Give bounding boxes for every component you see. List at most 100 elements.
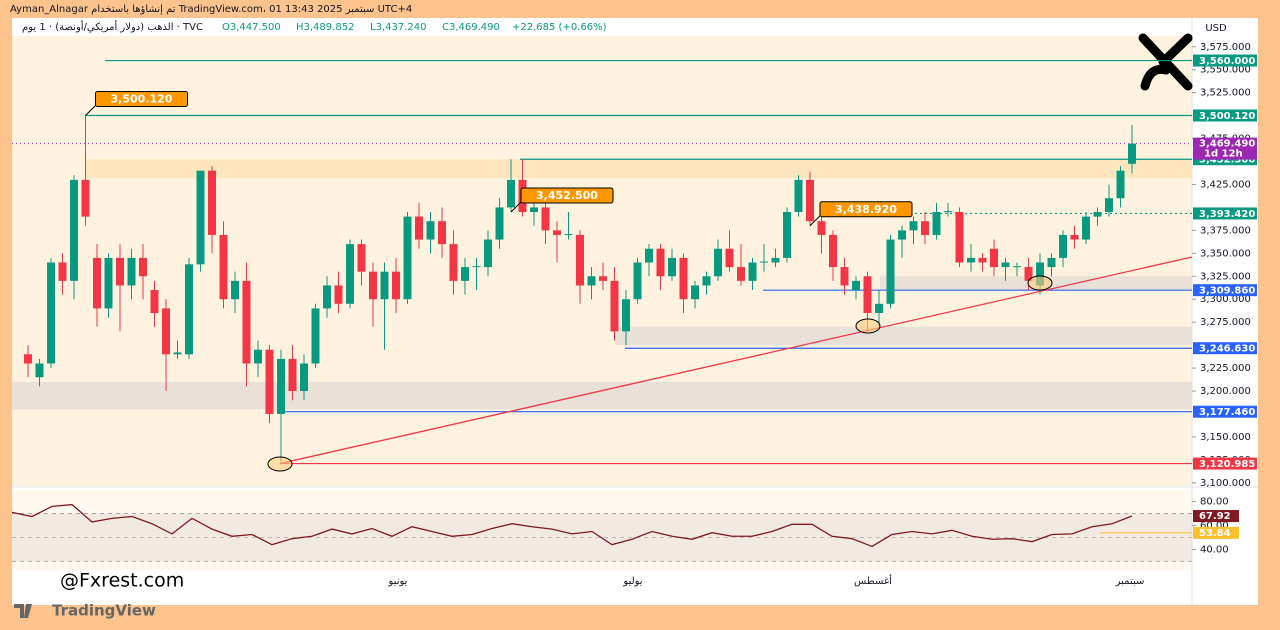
candle-body	[1116, 170, 1125, 199]
credit: Ayman_Alnagar تم إنشاؤها باستخدام Tradin…	[10, 4, 412, 15]
candle-body	[967, 257, 975, 263]
y-tick-label: 3,325.000	[1200, 271, 1251, 282]
candle-body	[369, 271, 377, 300]
candle-body	[35, 363, 44, 378]
y-tick-label: 3,350.000	[1200, 248, 1251, 259]
level-label: 3,309.860	[1199, 286, 1255, 297]
level-tag	[1193, 405, 1257, 418]
candle-body	[576, 234, 584, 286]
candle-body	[1024, 267, 1033, 281]
rsi-ma-tag	[1193, 526, 1239, 539]
candle-body	[357, 244, 366, 272]
low: L3,437.240	[370, 22, 426, 33]
candle-body	[852, 280, 860, 291]
candle-body	[990, 248, 998, 268]
candle-body	[944, 211, 952, 213]
candle-body	[380, 271, 389, 300]
last-price-label: 3,469.490	[1199, 139, 1255, 150]
rsi-tick-label: 40.00	[1200, 544, 1229, 555]
y-tick-label: 3,225.000	[1200, 363, 1251, 374]
y-tick-label: 3,275.000	[1200, 317, 1251, 328]
zone	[12, 381, 1192, 410]
candle-body	[265, 349, 274, 414]
rsi-tag	[1193, 510, 1239, 523]
candle-body	[461, 267, 469, 281]
candle-body	[403, 216, 412, 300]
candle-body	[909, 221, 918, 231]
zone	[615, 326, 1192, 346]
level-label: 3,393.420	[1199, 209, 1255, 220]
y-tick-label: 3,150.000	[1200, 432, 1251, 443]
candle-body	[1093, 212, 1102, 217]
high: H3,489.852	[296, 22, 354, 33]
candle-body	[47, 262, 55, 364]
candle-body	[81, 179, 90, 217]
candle-body	[599, 276, 607, 281]
candle-body	[737, 267, 745, 281]
close: C3,469.490	[442, 22, 500, 33]
candle-body	[196, 170, 205, 265]
candle-body	[668, 257, 676, 277]
candle-body	[863, 276, 872, 313]
candle-body	[783, 212, 791, 258]
level-tag	[1193, 109, 1257, 122]
candle-body	[58, 262, 67, 281]
last-price-tag	[1193, 137, 1257, 160]
level-tag	[1193, 284, 1257, 297]
rsi-tick-label: 80.00	[1200, 497, 1229, 508]
candle-body	[748, 262, 757, 281]
candle-body	[541, 207, 550, 231]
callout-label: 3,500.120	[111, 93, 173, 106]
callout-box	[819, 201, 913, 218]
candle-body	[771, 257, 780, 263]
candle-body	[645, 248, 653, 263]
candle-body	[311, 308, 320, 364]
highlight-circle	[1027, 275, 1053, 291]
level-tag	[1193, 54, 1257, 67]
candle-body	[691, 285, 699, 300]
candle-body	[70, 179, 78, 281]
rsi-line	[11, 503, 1133, 548]
level-tag	[1193, 342, 1257, 355]
candle-body	[127, 257, 136, 286]
level-tag	[1193, 207, 1257, 220]
candle-body	[1001, 262, 1010, 268]
level-label: 3,452.500	[1199, 155, 1255, 166]
brand-icon	[14, 604, 32, 618]
y-tick-label: 3,100.000	[1200, 478, 1251, 489]
y-tick-label: 3,375.000	[1200, 225, 1251, 236]
level-label: 3,500.120	[1199, 111, 1255, 122]
candle-body	[886, 239, 895, 304]
candle-body	[346, 244, 354, 304]
candle-body	[162, 308, 170, 355]
candle-body	[449, 244, 458, 281]
candle-body	[932, 212, 941, 235]
watermark: @Fxrest.com	[60, 570, 184, 592]
candle-body	[587, 276, 596, 286]
level-label: 3,177.460	[1199, 407, 1255, 418]
candle-body	[208, 170, 216, 235]
candle-body	[484, 239, 492, 268]
candle-body	[898, 230, 906, 240]
zone	[85, 159, 1192, 179]
candle-body	[553, 230, 561, 235]
callout-label: 3,438.920	[835, 203, 897, 216]
x-tick-label: سبتمبر	[1115, 576, 1145, 587]
candle-body	[955, 212, 964, 263]
candle-body	[1082, 216, 1090, 240]
candle-body	[1059, 234, 1067, 258]
candle-body	[150, 290, 159, 313]
candle-body	[656, 248, 665, 277]
candle-body	[875, 303, 883, 313]
candle-body	[622, 299, 630, 332]
open: O3,447.500	[222, 22, 281, 33]
candle-body	[725, 248, 734, 268]
candle-body	[288, 358, 297, 392]
currency: USD	[1205, 23, 1227, 34]
candle-body	[277, 358, 285, 414]
x-tick-label: يونيو	[388, 576, 408, 587]
candle-body	[173, 352, 182, 355]
y-tick-label: 3,200.000	[1200, 386, 1251, 397]
